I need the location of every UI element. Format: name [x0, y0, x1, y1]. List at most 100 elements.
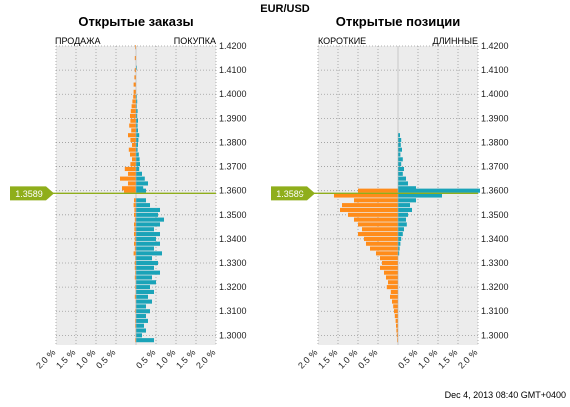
x-tick-label: 1.0 %	[154, 347, 177, 370]
bar-left	[390, 294, 398, 299]
x-tick-label: 1.0 %	[336, 347, 359, 370]
bar-left	[364, 236, 398, 241]
x-tick-label: 2.0 %	[456, 347, 479, 370]
bar-left	[135, 45, 136, 50]
bar-left	[133, 251, 136, 256]
y-tick-label: 1.3900	[219, 113, 247, 123]
bar-left	[396, 333, 398, 338]
bar-left	[135, 323, 136, 328]
bar-left	[135, 338, 136, 343]
price-marker-right-shape	[271, 186, 315, 201]
bar-right	[398, 203, 410, 208]
bar-right	[136, 285, 150, 290]
bar-right	[136, 318, 148, 323]
panel-1-title: Открытые заказы	[78, 14, 193, 29]
price-marker-right: 1.3589	[271, 186, 315, 201]
bar-left	[354, 217, 398, 222]
bar-right	[136, 270, 160, 275]
bar-right	[136, 260, 158, 266]
bar-right	[136, 137, 139, 143]
bar-right	[136, 241, 160, 246]
bar-right	[136, 299, 152, 304]
bar-left	[396, 328, 398, 333]
bar-right	[398, 166, 404, 172]
bar-right	[136, 99, 138, 104]
bar-right	[398, 176, 406, 181]
bar-left	[132, 142, 136, 147]
bar-left	[394, 309, 398, 314]
bar-left	[133, 94, 136, 99]
bar-right	[136, 171, 142, 176]
bar-left	[120, 176, 136, 181]
y-tick-label: 1.3400	[481, 234, 509, 244]
bar-right	[136, 222, 160, 227]
bar-left	[128, 181, 136, 186]
y-tick-label: 1.3100	[219, 306, 247, 316]
price-marker-left: 1.3589	[10, 186, 54, 201]
bar-left	[133, 89, 136, 94]
bar-right	[136, 304, 146, 309]
bar-right	[136, 133, 140, 138]
bar-left	[394, 314, 398, 319]
x-tick-label: 0.5 %	[134, 347, 157, 370]
x-tick-label: 1.5 %	[54, 347, 77, 370]
bar-right	[136, 157, 140, 162]
bar-left	[131, 128, 136, 133]
bar-left	[135, 270, 136, 275]
x-tick-label: 1.5 %	[174, 347, 197, 370]
bar-right	[136, 166, 140, 172]
bar-right	[398, 133, 400, 138]
bar-right	[136, 309, 150, 314]
bar-left	[135, 309, 136, 314]
bar-left	[122, 186, 136, 191]
bar-left	[386, 285, 398, 290]
y-tick-label: 1.3100	[481, 306, 509, 316]
bar-right	[136, 152, 139, 157]
bar-left	[132, 99, 136, 104]
panel-2-left-label: КОРОТКИЕ	[318, 36, 366, 46]
x-tick-label: 2.0 %	[34, 347, 57, 370]
bar-right	[136, 142, 138, 147]
y-tick-label: 1.3000	[481, 330, 509, 340]
bar-right	[136, 294, 148, 299]
bar-left	[134, 227, 136, 232]
bar-left	[396, 323, 398, 328]
bar-left	[130, 152, 136, 157]
bar-left	[358, 222, 398, 227]
y-tick-label: 1.3200	[219, 282, 247, 292]
bar-left	[130, 113, 136, 118]
bar-left	[348, 212, 398, 217]
y-tick-label: 1.3500	[481, 210, 509, 220]
bar-right	[398, 222, 407, 227]
bar-right	[136, 162, 140, 167]
bar-right	[136, 328, 146, 333]
bar-right	[398, 241, 401, 246]
bar-left	[380, 256, 398, 261]
bar-right	[136, 323, 144, 328]
y-tick-label: 1.3900	[481, 113, 509, 123]
bar-right	[398, 147, 402, 152]
bar-left	[134, 217, 136, 222]
x-tick-label: 0.5 %	[356, 347, 379, 370]
bar-right	[136, 94, 137, 99]
y-tick-label: 1.3600	[219, 186, 247, 196]
bar-right	[136, 246, 154, 251]
bar-right	[136, 109, 138, 114]
bar-right	[136, 333, 142, 338]
bar-right	[398, 251, 400, 256]
bar-left	[134, 198, 136, 203]
bar-right	[136, 188, 146, 193]
bar-right	[136, 176, 145, 181]
bar-right	[136, 198, 146, 203]
y-tick-label: 1.3700	[219, 162, 247, 172]
panel-open-orders: 1.4200 1.4100 1.4000 1.3900 1.3800 1.3700 1.36…	[34, 41, 246, 371]
bar-right	[136, 212, 158, 217]
panel-2-right-label: ДЛИННЫЕ	[433, 36, 478, 46]
price-marker-left-shape	[10, 186, 54, 201]
bar-left	[134, 260, 136, 266]
bar-left	[134, 236, 136, 241]
bar-right	[136, 186, 144, 191]
bar-left	[129, 123, 136, 128]
bar-left	[340, 207, 398, 213]
